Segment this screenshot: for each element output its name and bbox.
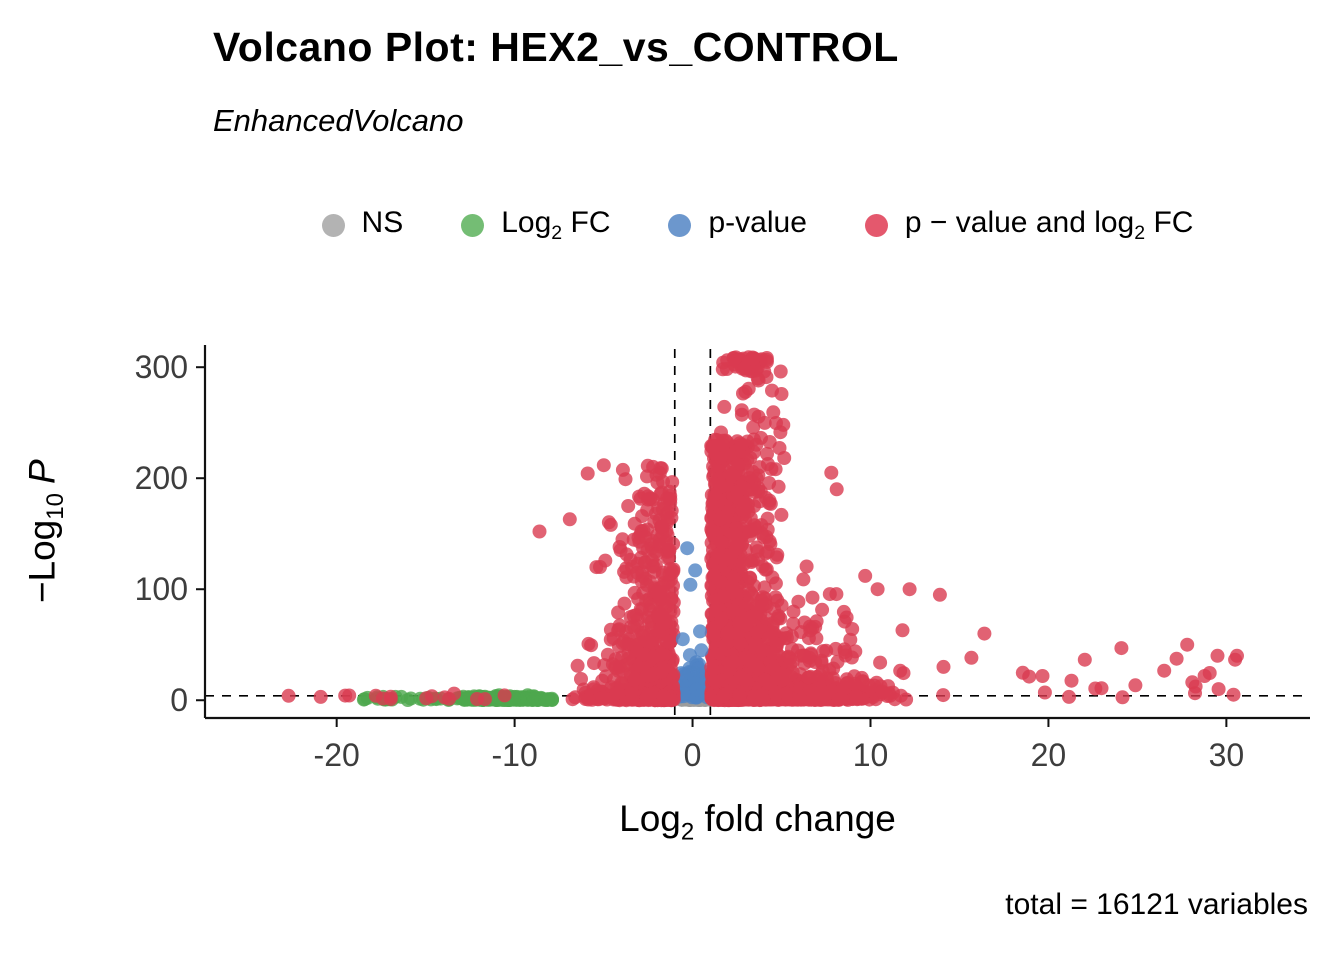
legend-item-ns: NS: [321, 206, 404, 245]
svg-text:0: 0: [684, 737, 702, 773]
svg-text:100: 100: [135, 571, 188, 607]
svg-text:30: 30: [1209, 737, 1245, 773]
legend-label-log2fc: Log2 FC: [501, 206, 611, 244]
legend-item-pvalue: p-value: [668, 206, 807, 245]
svg-text:20: 20: [1031, 737, 1067, 773]
legend-dot-log2fc: [461, 214, 485, 237]
svg-text:0: 0: [170, 682, 188, 718]
y-axis-title: −Log10P: [21, 459, 70, 604]
legend-label-both: p − value and log2 FC: [904, 206, 1194, 244]
x-axis-title: Log2 fold change: [619, 798, 896, 846]
legend-item-both: p − value and log2 FC: [864, 206, 1194, 245]
total-variables-caption: total = 16121 variables: [1005, 888, 1308, 921]
svg-text:200: 200: [135, 460, 188, 496]
legend-label-ns: NS: [361, 206, 404, 239]
legend-dot-pvalue: [668, 214, 692, 237]
legend-item-log2fc: Log2 FC: [461, 206, 610, 245]
legend-dot-ns: [321, 214, 345, 237]
legend-dot-both: [864, 214, 888, 237]
svg-text:300: 300: [135, 349, 188, 385]
legend: NS Log2 FC p-value p − value and log2 FC: [205, 206, 1310, 245]
svg-text:10: 10: [853, 737, 889, 773]
plot-subtitle: EnhancedVolcano: [213, 103, 464, 138]
scatter-points: [281, 350, 1244, 708]
svg-text:-10: -10: [491, 737, 537, 773]
legend-label-pvalue: p-value: [708, 206, 807, 239]
svg-text:-20: -20: [314, 737, 360, 773]
axes: 0 100 200 300 -20 -10 0 10 20 30: [135, 345, 1310, 773]
plot-title: Volcano Plot: HEX2_vs_CONTROL: [213, 24, 899, 70]
